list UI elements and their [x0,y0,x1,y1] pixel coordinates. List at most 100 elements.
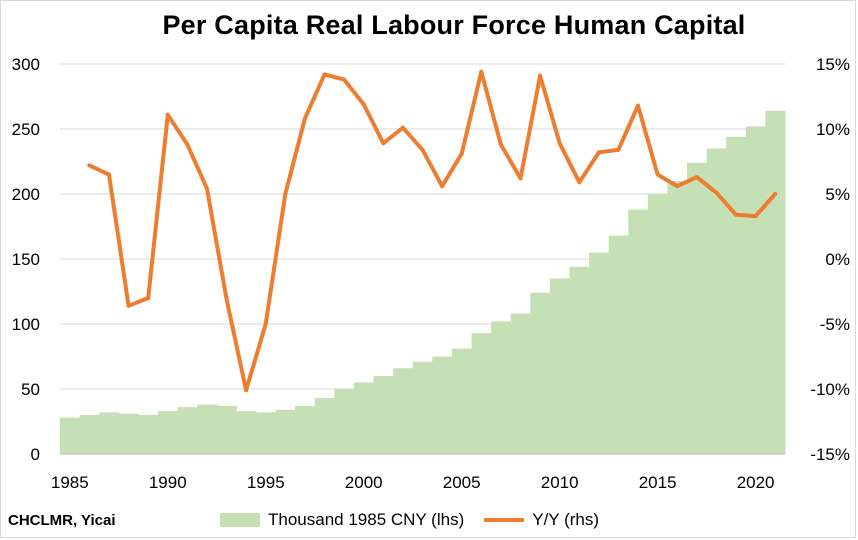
bar-1987 [99,412,120,454]
yy-point-1989 [146,296,151,300]
bar-2010 [549,278,570,454]
yy-point-1986 [87,163,92,168]
yy-point-2015 [655,172,660,177]
bar-2002 [393,368,414,454]
yy-point-2002 [400,125,405,130]
yy-point-1992 [204,186,209,191]
bar-1997 [295,405,316,454]
y-left-tick-label: 300 [12,55,40,74]
yy-point-2005 [459,151,464,156]
yy-point-1987 [106,172,111,177]
legend-swatch-area [220,513,260,527]
source-note: CHCLMR, Yicai [8,512,116,529]
yy-point-1994 [244,388,249,393]
x-tick-label: 2005 [443,473,481,492]
yy-point-1993 [224,297,229,302]
yy-point-1991 [185,142,190,147]
bar-2020 [745,126,766,455]
legend-swatch-line [484,518,525,522]
y-right-tick-label: -15% [810,445,850,464]
x-tick-label: 2010 [541,473,579,492]
x-tick-label: 2015 [639,473,677,492]
yy-point-1990 [165,112,170,117]
bar-2008 [510,313,531,454]
yy-point-1997 [302,116,307,121]
x-tick-label: 1985 [51,473,89,492]
y-right-tick-label: -5% [820,315,850,334]
bar-2011 [569,266,590,454]
yy-point-2021 [773,192,778,196]
yy-point-1999 [342,77,347,82]
bar-2021 [765,110,786,455]
y-left-tick-label: 100 [12,315,40,334]
bar-2009 [530,292,551,454]
bar-2004 [432,356,453,454]
bar-1993 [216,405,237,454]
bar-2017 [687,162,708,455]
y-right-tick-label: 0% [825,250,850,269]
yy-point-1995 [263,322,268,326]
bar-1992 [197,404,218,454]
yy-point-2003 [420,147,425,152]
bar-1994 [236,411,257,454]
bar-2018 [706,148,727,454]
bar-2012 [589,252,610,454]
bar-2015 [647,194,668,454]
bar-2006 [471,333,492,454]
bar-2019 [726,136,747,455]
chart-title: Per Capita Real Labour Force Human Capit… [162,10,746,40]
legend-item-line: Y/Y (rhs) [484,510,599,530]
bar-2000 [353,382,375,454]
bar-2007 [491,321,512,454]
yy-point-2008 [518,176,523,181]
bar-2005 [451,348,472,454]
bar-1999 [334,389,355,454]
bar-2001 [373,376,394,454]
legend-label-line: Y/Y (rhs) [532,510,600,529]
bar-2003 [412,361,433,454]
yy-point-2004 [440,184,445,189]
legend: Thousand 1985 CNY (lhs) Y/Y (rhs) [220,508,619,532]
y-left-tick-label: 250 [12,120,40,139]
bar-2014 [628,209,649,454]
yy-point-2014 [636,103,641,108]
bar-1996 [275,409,296,454]
bar-1990 [157,411,179,454]
yy-point-2010 [557,141,562,146]
y-right-tick-label: 10% [816,120,850,139]
x-tick-label: 1990 [149,473,187,492]
y-right-tick-label: -10% [810,380,850,399]
bar-1985 [60,417,81,454]
legend-item-area: Thousand 1985 CNY (lhs) [220,510,464,530]
bar-1995 [255,412,277,454]
bar-1986 [79,415,100,454]
yy-point-2012 [596,150,601,155]
bar-1991 [177,407,198,454]
yy-point-2013 [616,147,621,152]
yy-point-2011 [577,180,582,185]
yy-point-2017 [694,175,699,180]
y-right-tick-label: 15% [816,55,850,74]
y-left-tick-label: 50 [21,380,40,399]
bar-2013 [608,235,629,454]
yy-point-2019 [734,212,739,217]
y-left-tick-label: 0 [31,445,40,464]
bar-1988 [118,413,139,454]
y-left-tick-label: 150 [12,250,40,269]
y-right-tick-label: 5% [825,185,850,204]
x-tick-label: 2020 [737,473,775,492]
yy-point-2018 [714,190,719,195]
x-tick-label: 2000 [345,473,383,492]
bar-1989 [138,415,159,454]
yy-point-2007 [498,142,503,147]
yy-point-2006 [479,69,484,74]
bar-1998 [314,398,335,454]
y-left-tick-label: 200 [12,185,40,204]
x-tick-label: 1995 [247,473,285,492]
yy-point-2000 [361,102,366,107]
legend-label-area: Thousand 1985 CNY (lhs) [268,510,465,529]
bar-2016 [667,181,688,454]
yy-point-2020 [753,214,758,219]
